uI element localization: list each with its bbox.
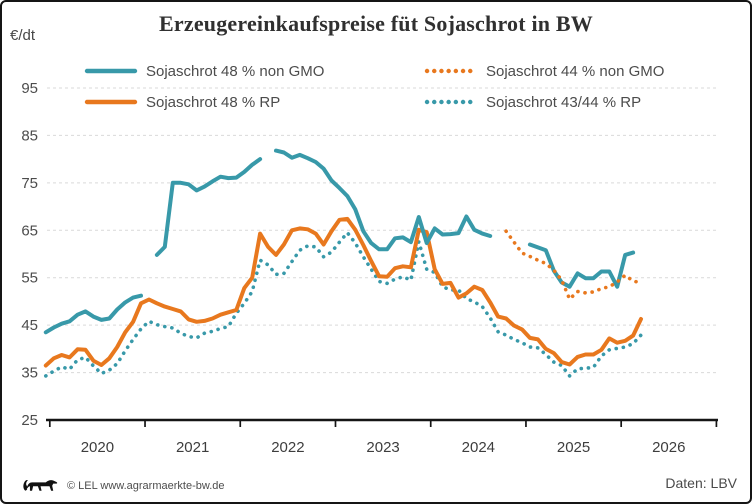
copyright-text: © LEL www.agrarmaerkte-bw.de — [67, 479, 225, 492]
y-tick-label-85: 85 — [21, 127, 38, 144]
y-axis-unit-label: €/dt — [10, 27, 36, 44]
legend-swatch-solid-rp48 — [84, 99, 138, 105]
x-tick-label-2024: 2024 — [462, 439, 495, 456]
bw-lion-logo — [23, 480, 58, 491]
y-tick-label-65: 65 — [21, 222, 38, 239]
legend-label-rp48: Sojaschrot 48 % RP — [146, 93, 281, 111]
x-tick-label-2022: 2022 — [271, 439, 304, 456]
series-line-rp48 — [43, 216, 643, 368]
legend-item-gmo48: Sojaschrot 48 % non GMO — [84, 62, 424, 80]
y-tick-label-75: 75 — [21, 175, 38, 192]
x-tick-label-2026: 2026 — [652, 439, 685, 456]
legend-swatch-dotted-gmo44 — [424, 68, 478, 74]
x-tick-label-2020: 2020 — [81, 439, 114, 456]
x-tick-label-2023: 2023 — [366, 439, 399, 456]
x-tick-label-2021: 2021 — [176, 439, 209, 456]
y-tick-label-95: 95 — [21, 80, 38, 97]
chart-legend: Sojaschrot 48 % non GMO Sojaschrot 44 % n… — [84, 62, 684, 111]
y-tick-label-35: 35 — [21, 365, 38, 382]
y-tick-label-55: 55 — [21, 270, 38, 287]
legend-label-gmo44: Sojaschrot 44 % non GMO — [486, 62, 665, 80]
legend-swatch-dotted-rp4344 — [424, 99, 478, 105]
legend-swatch-solid-gmo48 — [84, 68, 138, 74]
series-line-rp4344 — [44, 230, 643, 378]
data-source-text: Daten: LBV — [665, 475, 737, 491]
series-line-gmo44 — [504, 229, 643, 301]
legend-item-gmo44: Sojaschrot 44 % non GMO — [424, 62, 684, 80]
legend-label-rp4344: Sojaschrot 43/44 % RP — [486, 93, 642, 111]
x-tick-label-2025: 2025 — [557, 439, 590, 456]
legend-label-gmo48: Sojaschrot 48 % non GMO — [146, 62, 325, 80]
legend-item-rp48: Sojaschrot 48 % RP — [84, 93, 424, 111]
legend-item-rp4344: Sojaschrot 43/44 % RP — [424, 93, 684, 111]
y-tick-label-25: 25 — [21, 412, 38, 429]
footer-credit: © LEL www.agrarmaerkte-bw.de — [22, 476, 225, 495]
y-tick-label-45: 45 — [21, 317, 38, 334]
chart-title: Erzeugereinkaufspreise füt Sojaschrot in… — [159, 11, 593, 36]
series-line-gmo48 — [43, 148, 636, 335]
